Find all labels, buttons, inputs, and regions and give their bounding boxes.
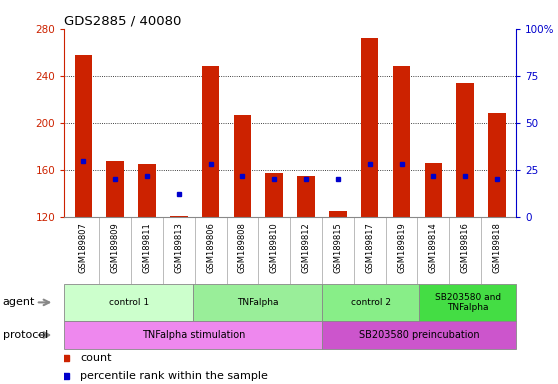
Bar [425,163,442,217]
Bar [361,38,378,217]
Text: GSM189806: GSM189806 [206,222,215,273]
Text: protocol: protocol [3,330,48,340]
Bar [193,284,323,321]
Bar [202,66,219,217]
Text: GSM189818: GSM189818 [493,222,502,273]
Text: GSM189813: GSM189813 [174,222,183,273]
Text: agent: agent [3,297,35,308]
Text: GSM189807: GSM189807 [79,222,88,273]
Text: GSM189809: GSM189809 [110,222,119,273]
Bar [170,216,187,217]
Bar [323,284,419,321]
Text: percentile rank within the sample: percentile rank within the sample [80,371,268,381]
Bar [75,55,92,217]
Text: control 2: control 2 [351,298,391,307]
Text: GSM189817: GSM189817 [365,222,374,273]
Bar [456,83,474,217]
Bar [266,174,283,217]
Text: GDS2885 / 40080: GDS2885 / 40080 [64,15,181,28]
Bar [329,211,347,217]
Bar [323,321,516,349]
Text: TNFalpha: TNFalpha [237,298,278,307]
Text: GSM189819: GSM189819 [397,222,406,273]
Text: count: count [80,353,112,362]
Bar [393,66,410,217]
Bar [138,164,156,217]
Text: SB203580 and
TNFalpha: SB203580 and TNFalpha [435,293,501,312]
Bar [64,284,193,321]
Bar [419,284,516,321]
Bar [234,115,251,217]
Bar [297,176,315,217]
Text: control 1: control 1 [109,298,149,307]
Bar [488,114,506,217]
Text: GSM189808: GSM189808 [238,222,247,273]
Text: TNFalpha stimulation: TNFalpha stimulation [142,330,245,340]
Text: GSM189810: GSM189810 [270,222,279,273]
Text: GSM189812: GSM189812 [301,222,311,273]
Bar [64,321,323,349]
Text: SB203580 preincubation: SB203580 preincubation [359,330,480,340]
Text: GSM189816: GSM189816 [461,222,470,273]
Text: GSM189815: GSM189815 [333,222,343,273]
Text: GSM189811: GSM189811 [142,222,151,273]
Text: GSM189814: GSM189814 [429,222,438,273]
Bar [107,161,124,217]
